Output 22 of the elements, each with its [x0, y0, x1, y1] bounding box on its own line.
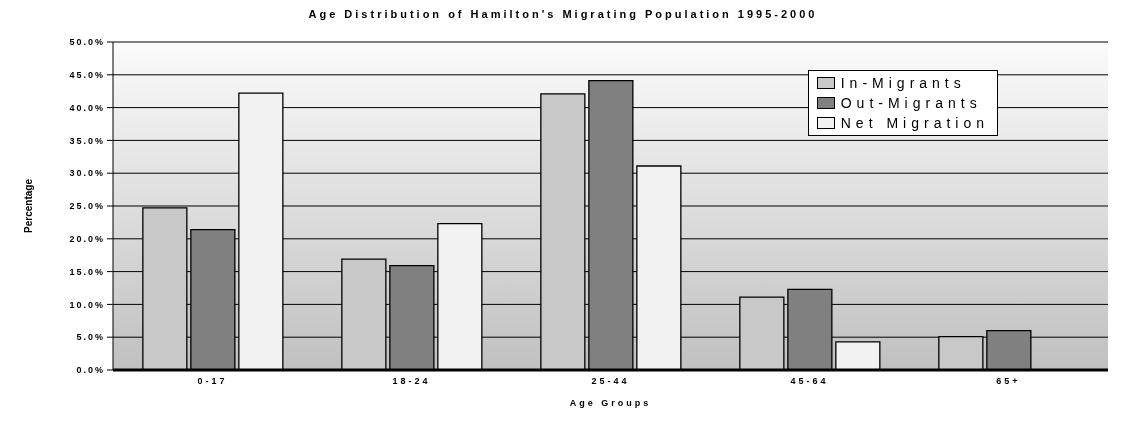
- y-axis-title: Percentage: [22, 178, 34, 233]
- y-tick-label: 50.0%: [69, 37, 105, 48]
- x-tick-label: 0-17: [197, 376, 228, 387]
- y-tick-label: 35.0%: [69, 135, 105, 146]
- y-tick-label: 45.0%: [69, 69, 105, 80]
- y-tick-label: 5.0%: [76, 332, 105, 343]
- y-tick-label: 0.0%: [76, 365, 105, 376]
- x-tick-label: 18-24: [392, 376, 431, 387]
- y-tick-label: 40.0%: [69, 102, 105, 113]
- x-tick-label: 65+: [996, 376, 1021, 387]
- legend-label: Net Migration: [840, 115, 989, 131]
- y-tick-label: 20.0%: [69, 234, 105, 244]
- y-tick-label: 15.0%: [69, 266, 105, 277]
- legend-label: In-Migrants: [840, 75, 966, 91]
- x-axis-title: Age Groups: [569, 398, 652, 408]
- legend-label: Out-Migrants: [840, 95, 982, 111]
- y-tick-label: 30.0%: [69, 168, 105, 179]
- x-tick-label: 45-64: [790, 376, 829, 387]
- x-tick-label: 25-44: [591, 376, 630, 387]
- chart-title: Age Distribution of Hamilton's Migrating Population 1995-2000: [307, 8, 819, 20]
- y-tick-label: 25.0%: [69, 201, 105, 212]
- y-tick-label: 10.0%: [69, 299, 105, 310]
